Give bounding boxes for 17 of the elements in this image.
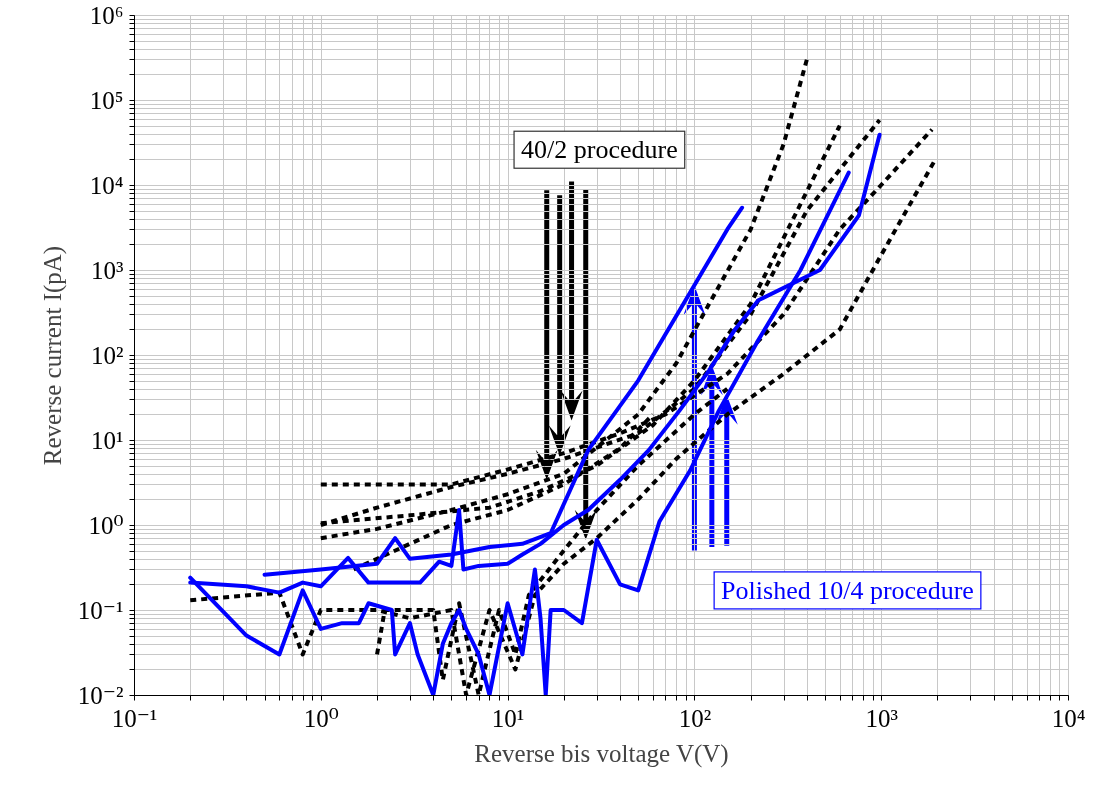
x-tick-label: 10⁰ <box>303 704 339 732</box>
x-tick-label: 10³ <box>865 704 899 732</box>
y-tick-label: 10⁴ <box>89 171 124 199</box>
y-tick-label: 10⁵ <box>89 86 124 114</box>
y-tick-label: 10³ <box>91 256 124 284</box>
y-tick-label: 10⁻¹ <box>77 596 124 624</box>
x-tick-label: 10² <box>678 704 712 732</box>
y-axis-title: Reverse current I(pA) <box>38 245 67 466</box>
x-tick-label: 10¹ <box>491 704 525 732</box>
x-tick-label: 10⁴ <box>1051 704 1086 732</box>
x-axis-title: Reverse bis voltage V(V) <box>474 739 729 768</box>
y-tick-label: 10¹ <box>91 426 124 454</box>
y-tick-label: 10⁶ <box>89 1 124 29</box>
annotation: Polished 10/4 procedure <box>721 575 974 605</box>
y-tick-label: 10⁰ <box>88 511 124 539</box>
y-tick-label: 10² <box>91 341 124 369</box>
annotation: 40/2 procedure <box>521 135 678 165</box>
